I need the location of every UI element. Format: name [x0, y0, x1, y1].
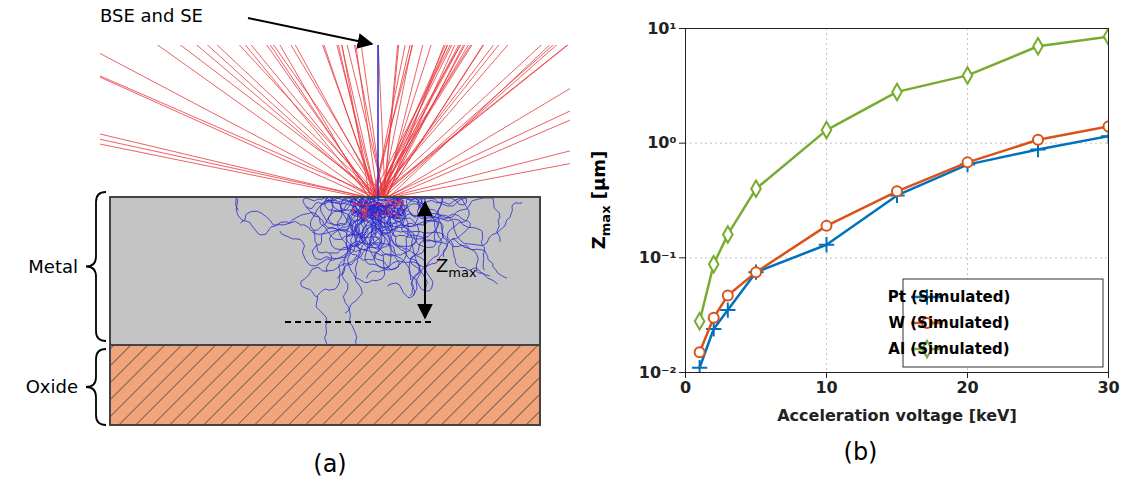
- svg-text:(a): (a): [313, 450, 346, 478]
- svg-text:Oxide: Oxide: [26, 376, 78, 397]
- svg-text:10⁰: 10⁰: [647, 133, 676, 152]
- svg-text:Pt (Simulated): Pt (Simulated): [888, 288, 1011, 306]
- svg-text:Zmax [μm]: Zmax [μm]: [588, 151, 613, 250]
- svg-text:10⁻¹: 10⁻¹: [639, 248, 677, 267]
- svg-text:30: 30: [1097, 378, 1119, 397]
- svg-text:W (Simulated): W (Simulated): [888, 314, 1009, 332]
- svg-text:20: 20: [956, 378, 978, 397]
- svg-text:Acceleration voltage [keV]: Acceleration voltage [keV]: [777, 406, 1017, 425]
- svg-text:0: 0: [680, 378, 691, 397]
- svg-text:Al (Simulated): Al (Simulated): [888, 340, 1009, 358]
- svg-text:10⁻²: 10⁻²: [639, 363, 677, 382]
- svg-text:Metal: Metal: [28, 256, 78, 277]
- html-text:(b): (b): [843, 438, 878, 466]
- svg-text:BSE and SE: BSE and SE: [100, 5, 203, 26]
- svg-text:Zmax: Zmax: [436, 255, 477, 280]
- svg-text:10¹: 10¹: [647, 19, 676, 38]
- svg-text:10: 10: [815, 378, 837, 397]
